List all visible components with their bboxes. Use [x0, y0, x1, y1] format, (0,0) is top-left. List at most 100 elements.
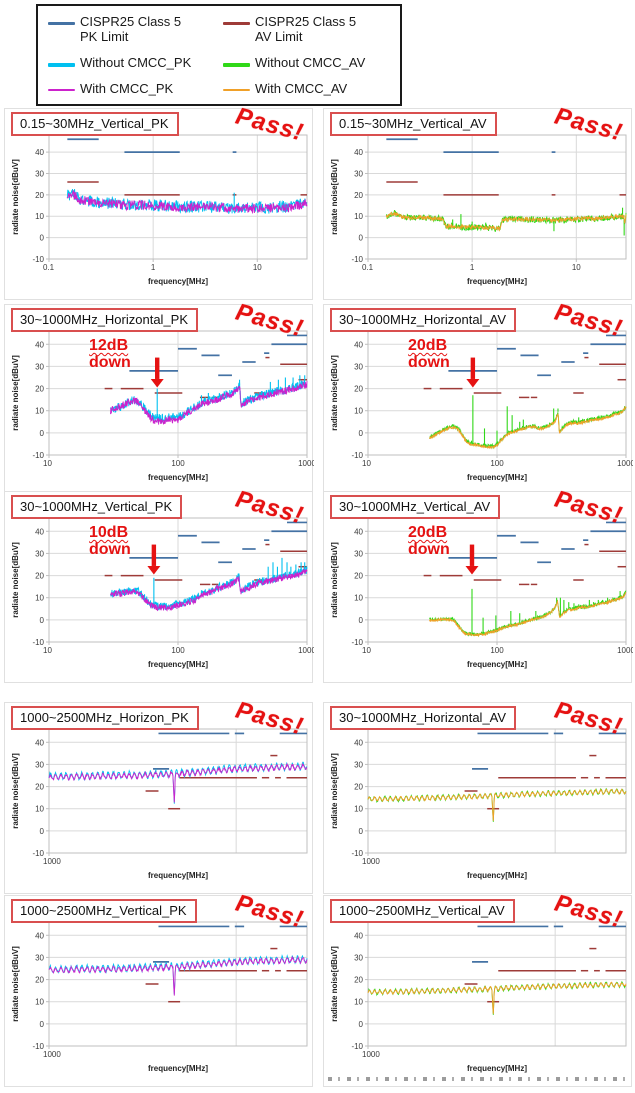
- svg-text:20: 20: [35, 385, 44, 394]
- chart-plot-svg: -10 0 10 20 30 40 1000 frequency[MHz] radiate no…: [330, 921, 627, 1073]
- svg-text:40: 40: [354, 340, 363, 349]
- svg-text:-10: -10: [32, 849, 44, 858]
- svg-text:-10: -10: [32, 451, 44, 460]
- svg-text:10: 10: [43, 459, 52, 468]
- chart-cell-3: -10 0 10 20 30 40 10 100 1000 frequency[MHz] radia…: [323, 299, 633, 496]
- legend-label: Without CMCC_PK: [80, 55, 192, 70]
- x-axis-label: frequency[MHz]: [148, 473, 208, 482]
- chart-plot-svg: -10 0 10 20 30 40 10 100 1000 frequency[MHz] radia…: [11, 517, 314, 669]
- series-with-cmcc-av: [367, 981, 627, 1014]
- svg-text:40: 40: [35, 931, 44, 940]
- chart-cell-0: -10 0 10 20 30 40 0.1 1 10 frequency[MHz] radiate …: [4, 103, 313, 300]
- y-axis-label: radiate noise[dBuV]: [11, 946, 20, 1022]
- axis-ticks: -10 0 10 20 30 40 10 100 1000: [32, 340, 314, 468]
- legend-label: Without CMCC_AV: [255, 55, 366, 70]
- svg-text:20: 20: [35, 976, 44, 985]
- y-axis-label: radiate noise[dBuV]: [11, 159, 20, 235]
- legend-line-swatch: [223, 63, 250, 67]
- y-axis-label: radiate noise[dBuV]: [11, 542, 20, 618]
- svg-text:30: 30: [35, 760, 44, 769]
- legend-label: CISPR25 Class 5 PK Limit: [80, 14, 182, 45]
- svg-text:40: 40: [354, 148, 363, 157]
- series-with-cmcc-pk: [48, 762, 308, 803]
- svg-text:-10: -10: [351, 255, 363, 264]
- svg-text:1000: 1000: [617, 646, 633, 655]
- db-down-annotation: 20dB down: [408, 524, 450, 559]
- svg-text:0: 0: [40, 429, 45, 438]
- chart-cell-5: -10 0 10 20 30 40 10 100 1000 frequency[MHz] radia…: [323, 486, 633, 683]
- chart-cell-4: -10 0 10 20 30 40 10 100 1000 frequency[MHz] radia…: [4, 486, 314, 683]
- x-axis-label: frequency[MHz]: [148, 660, 208, 669]
- svg-text:0: 0: [40, 234, 45, 243]
- svg-text:-10: -10: [351, 849, 363, 858]
- series-with-cmcc-av: [367, 788, 627, 821]
- axis-ticks: -10 0 10 20 30 40 0.1 1 10: [32, 148, 262, 272]
- x-axis-label: frequency[MHz]: [467, 871, 527, 880]
- axis-ticks: -10 0 10 20 30 40 1000: [32, 738, 61, 866]
- limit-lines: [145, 925, 307, 1003]
- legend-label: With CMCC_PK: [80, 80, 174, 96]
- limit-lines: [464, 732, 626, 810]
- svg-text:40: 40: [354, 738, 363, 747]
- chart-title: 30~1000MHz_Horizontal_AV: [330, 706, 517, 730]
- chart-plot-svg: -10 0 10 20 30 40 0.1 1 10 frequency[MHz] radiate …: [330, 134, 627, 286]
- svg-text:10: 10: [354, 212, 363, 221]
- x-axis-label: frequency[MHz]: [467, 277, 527, 286]
- svg-text:30: 30: [35, 953, 44, 962]
- legend-item: Without CMCC_AV: [223, 55, 394, 71]
- chart-plot-svg: -10 0 10 20 30 40 0.1 1 10 frequency[MHz] radiate …: [11, 134, 308, 286]
- legend-line-swatch: [223, 22, 250, 26]
- svg-text:1000: 1000: [298, 459, 314, 468]
- svg-text:-10: -10: [351, 1042, 363, 1051]
- chart-title: 30~1000MHz_Vertical_PK: [11, 495, 183, 519]
- svg-text:0: 0: [359, 616, 364, 625]
- axis-ticks: -10 0 10 20 30 40 1000: [351, 931, 380, 1059]
- annotation-line-2: down: [408, 353, 450, 371]
- series-with-cmcc-pk: [110, 380, 308, 425]
- chart-cell-8: -10 0 10 20 30 40 1000 frequency[MHz] radiate no…: [4, 890, 313, 1087]
- chart-plot-svg: -10 0 10 20 30 40 10 100 1000 frequency[MHz] radia…: [330, 330, 633, 482]
- chart-plot-svg: -10 0 10 20 30 40 1000 frequency[MHz] radiate no…: [11, 921, 308, 1073]
- legend-label: CISPR25 Class 5 AV Limit: [255, 14, 357, 45]
- x-axis-label: frequency[MHz]: [148, 277, 208, 286]
- y-axis-label: radiate noise[dBuV]: [330, 946, 339, 1022]
- svg-text:1000: 1000: [362, 1050, 380, 1059]
- chart-title: 30~1000MHz_Horizontal_PK: [11, 308, 199, 332]
- axis-ticks: -10 0 10 20 30 40 10 100 1000: [32, 527, 314, 655]
- series-with-cmcc-av: [385, 211, 627, 232]
- svg-text:40: 40: [354, 931, 363, 940]
- db-down-annotation: 10dB down: [89, 524, 131, 559]
- axis-ticks: -10 0 10 20 30 40 0.1 1 10: [351, 148, 581, 272]
- legend-line-swatch: [223, 88, 250, 91]
- svg-text:10: 10: [35, 212, 44, 221]
- down-arrow-icon: [147, 544, 161, 575]
- db-down-annotation: 12dB down: [89, 337, 131, 372]
- legend-item: CISPR25 Class 5 AV Limit: [223, 14, 394, 45]
- svg-text:30: 30: [354, 169, 363, 178]
- svg-text:10: 10: [354, 805, 363, 814]
- svg-text:40: 40: [354, 527, 363, 536]
- svg-text:10: 10: [253, 263, 262, 272]
- chart-legend: CISPR25 Class 5 PK Limit CISPR25 Class 5 …: [36, 4, 402, 106]
- svg-text:30: 30: [354, 953, 363, 962]
- svg-text:100: 100: [171, 459, 185, 468]
- svg-text:40: 40: [35, 148, 44, 157]
- chart-title: 1000~2500MHz_Vertical_PK: [11, 899, 197, 923]
- chart-cell-6: -10 0 10 20 30 40 1000 frequency[MHz] radiate no…: [4, 697, 313, 894]
- svg-text:-10: -10: [32, 255, 44, 264]
- axis-ticks: -10 0 10 20 30 40 1000: [32, 931, 61, 1059]
- limit-lines: [423, 521, 626, 586]
- annotation-line-1: 20dB: [408, 337, 448, 354]
- y-axis-label: radiate noise[dBuV]: [330, 542, 339, 618]
- svg-text:40: 40: [35, 738, 44, 747]
- svg-text:0: 0: [359, 1020, 364, 1029]
- chart-title: 1000~2500MHz_Vertical_AV: [330, 899, 515, 923]
- svg-text:20: 20: [35, 572, 44, 581]
- svg-text:10: 10: [572, 263, 581, 272]
- x-axis-label: frequency[MHz]: [467, 1064, 527, 1073]
- legend-line-swatch: [48, 22, 75, 26]
- chart-plot-svg: -10 0 10 20 30 40 1000 frequency[MHz] radiate no…: [330, 728, 627, 880]
- svg-text:10: 10: [35, 407, 44, 416]
- svg-text:0: 0: [40, 827, 45, 836]
- y-axis-label: radiate noise[dBuV]: [330, 159, 339, 235]
